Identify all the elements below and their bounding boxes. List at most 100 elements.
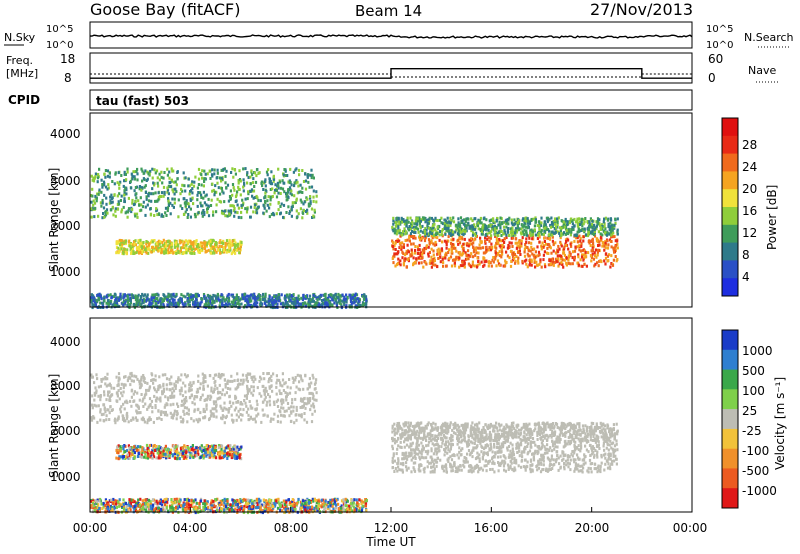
heat-cell — [139, 297, 142, 301]
heat-cell — [210, 395, 213, 399]
heat-cell — [562, 232, 565, 236]
heat-cell — [549, 223, 552, 227]
freq-line — [90, 68, 692, 79]
heat-cell — [232, 301, 235, 305]
heat-cell — [363, 293, 366, 297]
heat-cell — [280, 392, 283, 396]
heat-cell — [93, 176, 96, 180]
heat-cell — [246, 391, 249, 395]
heat-cell — [166, 186, 169, 190]
heat-cell — [129, 303, 132, 307]
heat-cell — [186, 297, 189, 301]
heat-cell — [510, 260, 513, 263]
heat-cell — [160, 413, 163, 416]
heat-cell — [296, 180, 299, 184]
heat-cell — [252, 380, 255, 384]
heat-cell — [95, 404, 98, 408]
heat-cell — [169, 411, 172, 415]
nave-label: Nave — [748, 64, 776, 77]
heat-cell — [148, 172, 151, 176]
heat-cell — [403, 258, 406, 262]
heat-cell — [209, 247, 213, 250]
heat-cell — [477, 227, 480, 231]
heat-cell — [132, 203, 136, 207]
heat-cell — [527, 219, 530, 223]
heat-cell — [309, 408, 312, 412]
heat-cell — [300, 377, 303, 381]
heat-cell — [114, 214, 117, 218]
heat-cell — [104, 169, 107, 172]
heat-cell — [218, 450, 222, 454]
heat-cell — [509, 231, 512, 234]
heat-cell — [357, 299, 360, 303]
heat-cell — [123, 197, 126, 201]
heat-cell — [160, 251, 163, 255]
heat-cell — [238, 298, 241, 302]
heat-cell — [136, 178, 139, 182]
heat-cell — [281, 187, 285, 191]
heat-cell — [190, 295, 193, 299]
heat-cell — [153, 182, 156, 186]
heat-cell — [152, 381, 155, 385]
heat-cell — [231, 418, 234, 422]
heat-cell — [114, 417, 117, 421]
heat-cell — [239, 244, 242, 248]
heat-cell — [250, 299, 253, 303]
heat-cell — [207, 301, 210, 305]
heat-cell — [189, 190, 192, 193]
heat-cell — [596, 220, 599, 224]
heat-cell — [580, 220, 583, 224]
heat-cell — [207, 248, 210, 252]
heat-cell — [311, 298, 314, 302]
heat-cell — [450, 242, 453, 245]
heat-cell — [582, 235, 585, 239]
heat-cell — [526, 233, 529, 237]
heat-cell — [411, 251, 414, 255]
heat-cell — [335, 296, 339, 300]
heat-cell — [468, 226, 471, 230]
heat-cell — [537, 220, 540, 224]
heat-cell — [127, 444, 130, 448]
heat-cell — [97, 295, 100, 299]
heat-cell — [216, 197, 219, 201]
heat-cell — [282, 414, 285, 418]
heat-cell — [122, 447, 125, 451]
heat-cell — [610, 218, 613, 222]
heat-cell — [579, 239, 582, 243]
heat-cell — [115, 240, 118, 244]
heat-cell — [460, 244, 464, 248]
heat-cell — [474, 226, 477, 229]
heat-cell — [227, 209, 230, 213]
heat-cell — [511, 245, 514, 248]
heat-cell — [525, 237, 528, 241]
heat-cell — [212, 376, 215, 380]
heat-cell — [470, 252, 473, 256]
heat-cell — [128, 244, 131, 248]
heat-cell — [109, 293, 112, 297]
heat-cell — [164, 211, 167, 215]
heat-cell — [395, 232, 398, 236]
heat-cell — [236, 386, 239, 389]
heat-cell — [203, 374, 206, 378]
heat-cell — [353, 294, 356, 297]
heat-cell — [470, 217, 473, 221]
heat-cell — [594, 226, 597, 230]
heat-cell — [191, 180, 194, 184]
heat-cell — [298, 297, 301, 301]
heat-cell — [273, 301, 276, 305]
heat-cell — [574, 245, 577, 249]
heat-cell — [551, 233, 554, 237]
heat-cell — [579, 237, 582, 241]
heat-cell — [167, 244, 170, 248]
heat-cell — [242, 201, 245, 205]
heat-cell — [420, 218, 424, 222]
heat-cell — [271, 389, 274, 393]
heat-cell — [237, 448, 240, 451]
heat-cell — [272, 179, 275, 183]
heat-cell — [90, 200, 93, 204]
heat-cell — [424, 236, 427, 240]
heat-cell — [213, 193, 216, 197]
heat-cell — [516, 259, 520, 263]
heat-cell — [313, 409, 316, 413]
heat-cell — [177, 302, 180, 306]
